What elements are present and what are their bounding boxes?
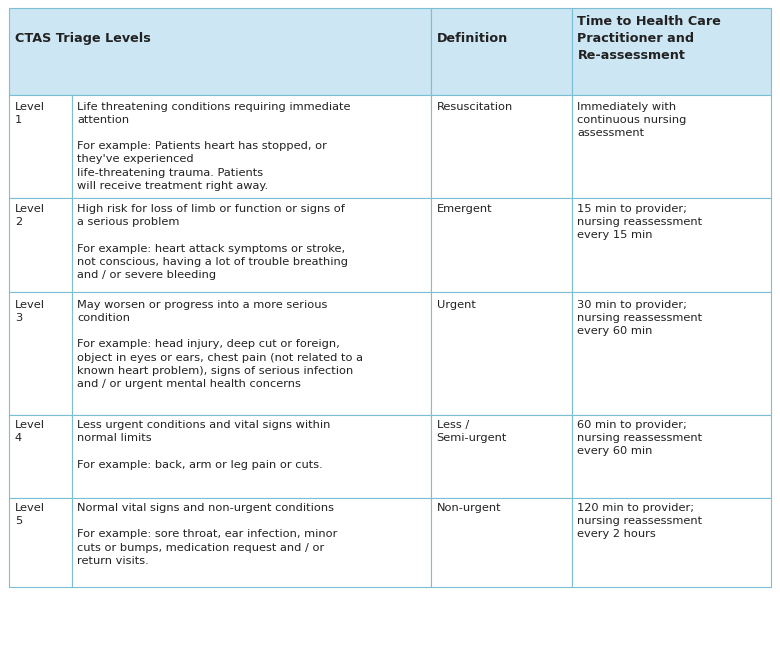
Text: Definition: Definition: [437, 32, 508, 45]
Bar: [572, 497, 771, 587]
Text: Level
3: Level 3: [15, 300, 44, 323]
Bar: [572, 96, 771, 199]
Bar: [572, 415, 771, 497]
Bar: [572, 292, 771, 415]
Bar: [431, 292, 572, 415]
Text: Urgent: Urgent: [437, 300, 476, 310]
Text: Less urgent conditions and vital signs within
normal limits

For example: back, : Less urgent conditions and vital signs w…: [77, 420, 331, 469]
Bar: [9, 8, 431, 96]
Bar: [9, 199, 72, 292]
Bar: [431, 415, 572, 497]
Bar: [572, 199, 771, 292]
Text: Level
5: Level 5: [15, 503, 44, 526]
Text: 60 min to provider;
nursing reassessment
every 60 min: 60 min to provider; nursing reassessment…: [577, 420, 703, 456]
Text: Immediately with
continuous nursing
assessment: Immediately with continuous nursing asse…: [577, 102, 686, 138]
Bar: [431, 497, 572, 587]
Bar: [72, 199, 431, 292]
Bar: [72, 415, 431, 497]
Bar: [9, 292, 72, 415]
Bar: [431, 96, 572, 199]
Bar: [9, 415, 72, 497]
Text: 30 min to provider;
nursing reassessment
every 60 min: 30 min to provider; nursing reassessment…: [577, 300, 703, 336]
Text: May worsen or progress into a more serious
condition

For example: head injury, : May worsen or progress into a more serio…: [77, 300, 363, 389]
Text: Normal vital signs and non-urgent conditions

For example: sore throat, ear infe: Normal vital signs and non-urgent condit…: [77, 503, 338, 566]
Text: Non-urgent: Non-urgent: [437, 503, 502, 513]
Text: 15 min to provider;
nursing reassessment
every 15 min: 15 min to provider; nursing reassessment…: [577, 204, 703, 240]
Text: Time to Health Care
Practitioner and
Re-assessment: Time to Health Care Practitioner and Re-…: [577, 15, 722, 62]
Text: Less /
Semi-urgent: Less / Semi-urgent: [437, 420, 507, 443]
Bar: [431, 8, 572, 96]
Text: CTAS Triage Levels: CTAS Triage Levels: [15, 32, 151, 45]
Text: 120 min to provider;
nursing reassessment
every 2 hours: 120 min to provider; nursing reassessmen…: [577, 503, 703, 540]
Bar: [572, 8, 771, 96]
Text: Emergent: Emergent: [437, 204, 492, 214]
Text: Level
4: Level 4: [15, 420, 44, 443]
Text: Level
2: Level 2: [15, 204, 44, 227]
Text: Life threatening conditions requiring immediate
attention

For example: Patients: Life threatening conditions requiring im…: [77, 102, 351, 191]
Text: Resuscitation: Resuscitation: [437, 102, 512, 112]
Bar: [72, 292, 431, 415]
Bar: [72, 497, 431, 587]
Text: Level
1: Level 1: [15, 102, 44, 125]
Bar: [431, 199, 572, 292]
Bar: [9, 96, 72, 199]
Bar: [9, 497, 72, 587]
Text: High risk for loss of limb or function or signs of
a serious problem

For exampl: High risk for loss of limb or function o…: [77, 204, 348, 280]
Bar: [72, 96, 431, 199]
